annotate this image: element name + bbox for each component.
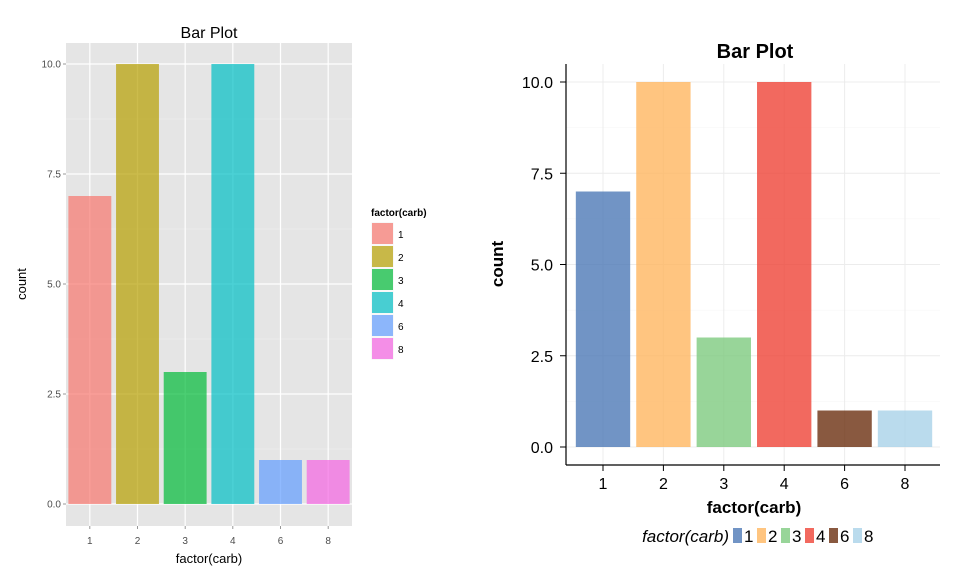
left-x-tick-label: 6 [278, 536, 284, 547]
left-y-tick-label: 10.0 [42, 60, 62, 71]
right-y-axis-label: count [488, 241, 507, 288]
left-x-axis-label: factor(carb) [176, 551, 242, 566]
right-bar-3 [696, 337, 751, 447]
left-y-tick-label: 7.5 [47, 170, 61, 181]
right-bar-6 [817, 410, 872, 447]
left-bar-4 [211, 64, 255, 504]
right-legend-swatch-8 [853, 528, 862, 543]
right-legend-label: 4 [816, 527, 825, 546]
left-legend-swatch-6 [372, 315, 393, 336]
right-legend-label: 2 [768, 527, 777, 546]
right-legend-swatch-1 [733, 528, 742, 543]
right-legend-swatch-4 [805, 528, 814, 543]
left-y-axis-label: count [14, 268, 29, 300]
left-legend-items: 1 2 3 4 6 8 [370, 221, 404, 361]
left-y-tick-label: 2.5 [47, 390, 61, 401]
right-y-tick-label: 5.0 [531, 258, 553, 275]
right-x-tick-label: 8 [901, 476, 910, 493]
right-legend-label: 3 [792, 527, 801, 546]
left-y-tick-label: 0.0 [47, 500, 61, 511]
right-x-tick-label: 2 [659, 476, 668, 493]
left-legend-label: 1 [398, 230, 404, 241]
left-x-tick-label: 1 [87, 536, 93, 547]
left-legend-swatch-4 [372, 292, 393, 313]
left-x-tick-label: 8 [325, 536, 331, 547]
right-bar-2 [636, 82, 691, 447]
right-legend-swatch-3 [781, 528, 790, 543]
right-legend-title: factor(carb) [642, 527, 729, 546]
left-bars [68, 64, 350, 504]
left-legend-swatch-2 [372, 246, 393, 267]
left-bar-2 [116, 64, 159, 504]
right-x-axis-label: factor(carb) [707, 498, 801, 517]
left-bar-6 [259, 460, 302, 504]
right-chart-title: Bar Plot [717, 41, 794, 63]
left-legend: factor(carb) 1 2 3 4 6 8 [370, 208, 427, 361]
right-bar-8 [877, 410, 933, 447]
left-bar-1 [68, 196, 112, 504]
right-y-tick-label: 0.0 [531, 440, 553, 457]
right-x-tick-labels: 1 2 3 4 6 8 [599, 465, 910, 493]
left-x-tick-label: 3 [182, 536, 188, 547]
right-x-tick-label: 3 [719, 476, 728, 493]
right-bar-4 [757, 82, 812, 447]
left-legend-label: 8 [398, 345, 404, 356]
right-y-tick-labels: 0.0 2.5 5.0 7.5 10.0 [522, 75, 566, 457]
right-legend-swatch-6 [829, 528, 838, 543]
right-y-tick-label: 10.0 [522, 75, 553, 92]
left-legend-label: 6 [398, 322, 404, 333]
right-y-tick-label: 7.5 [531, 166, 553, 183]
left-x-tick-labels: 1 2 3 4 6 8 [87, 526, 331, 547]
left-legend-title: factor(carb) [371, 208, 427, 219]
left-legend-label: 3 [398, 276, 404, 287]
left-legend-label: 4 [398, 299, 404, 310]
left-legend-swatch-1 [372, 223, 393, 244]
left-y-tick-label: 5.0 [47, 280, 61, 291]
right-bars [575, 82, 933, 447]
left-legend-label: 2 [398, 253, 404, 264]
left-legend-swatch-8 [372, 338, 393, 359]
left-x-tick-label: 2 [135, 536, 141, 547]
right-x-tick-label: 6 [840, 476, 849, 493]
left-x-tick-label: 4 [230, 536, 236, 547]
right-legend-label: 1 [744, 527, 753, 546]
left-bar-3 [163, 372, 207, 504]
right-y-tick-label: 2.5 [531, 349, 553, 366]
left-bar-8 [306, 460, 350, 504]
chart-left: 0.0 2.5 5.0 7.5 10.0 1 2 3 4 6 8 Bar Plot factor(… [14, 25, 427, 566]
right-x-tick-label: 1 [599, 476, 608, 493]
right-legend-label: 6 [840, 527, 849, 546]
right-legend-label: 8 [864, 527, 873, 546]
right-x-tick-label: 4 [780, 476, 789, 493]
right-bar-1 [575, 191, 631, 447]
left-y-tick-labels: 0.0 2.5 5.0 7.5 10.0 [42, 60, 66, 511]
left-legend-swatch-3 [372, 269, 393, 290]
left-chart-title: Bar Plot [181, 25, 238, 42]
right-legend-swatch-2 [757, 528, 766, 543]
